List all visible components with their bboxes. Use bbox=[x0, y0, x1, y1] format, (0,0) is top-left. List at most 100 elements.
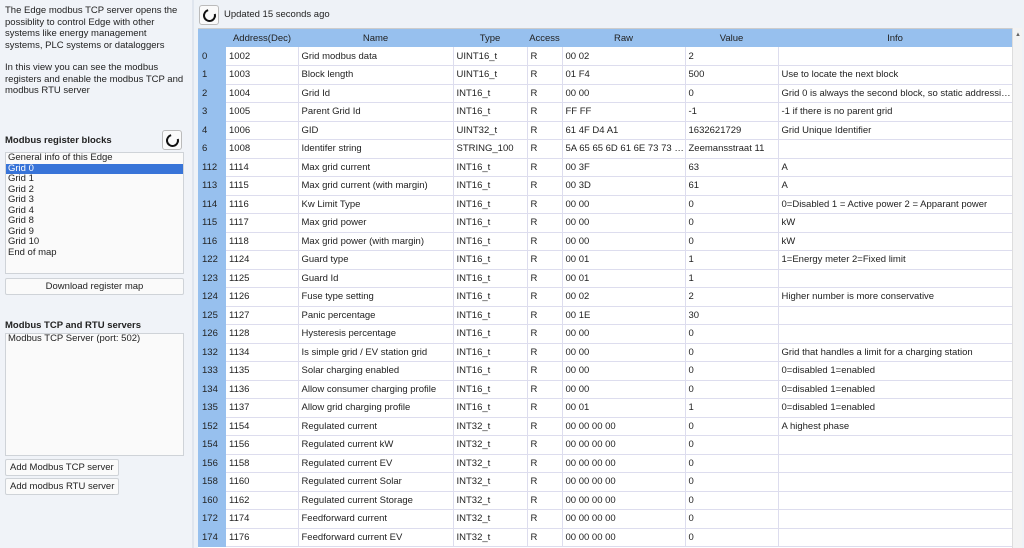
add-tcp-server-button[interactable]: Add Modbus TCP server bbox=[5, 459, 119, 476]
register-block-item[interactable]: Grid 8 bbox=[8, 215, 34, 226]
table-row[interactable]: 123 1125 Guard Id INT16_t R 00 01 1 bbox=[198, 269, 1013, 288]
row-header[interactable]: 113 bbox=[198, 176, 226, 195]
table-row[interactable]: 1 1003 Block length UINT16_t R 01 F4 500 Use to… bbox=[198, 65, 1013, 85]
row-header[interactable]: 135 bbox=[198, 398, 226, 417]
table-row[interactable]: 122 1124 Guard type INT16_t R 00 01 1 1=Energy … bbox=[198, 250, 1013, 270]
table-cell: INT16_t bbox=[453, 343, 528, 362]
row-header[interactable]: 132 bbox=[198, 343, 226, 362]
table-cell: INT32_t bbox=[453, 509, 528, 529]
table-row[interactable]: 2 1004 Grid Id INT16_t R 00 00 0 Grid 0 is alwa… bbox=[198, 84, 1013, 103]
table-cell: Hysteresis percentage bbox=[298, 324, 454, 344]
register-blocks-list[interactable]: General info of this Edge Grid 0 Grid 1 Gri… bbox=[5, 152, 184, 274]
table-row[interactable]: 116 1118 Max grid power (with margin) INT16… bbox=[198, 232, 1013, 251]
table-row[interactable]: 0 1002 Grid modbus data UINT16_t R 00 02 2 bbox=[198, 47, 1013, 66]
row-header[interactable]: 172 bbox=[198, 509, 226, 528]
add-rtu-server-button[interactable]: Add modbus RTU server bbox=[5, 478, 120, 495]
table-row[interactable]: 135 1137 Allow grid charging profile INT16_… bbox=[198, 398, 1013, 418]
refresh-blocks-button[interactable] bbox=[162, 130, 182, 150]
table-cell bbox=[778, 454, 1013, 473]
column-header-info[interactable]: Info bbox=[778, 29, 1012, 47]
table-row[interactable]: 160 1162 Regulated current Storage INT32_t R… bbox=[198, 491, 1013, 510]
table-row[interactable]: 134 1136 Allow consumer charging profile IN… bbox=[198, 380, 1013, 399]
table-cell: R bbox=[527, 472, 563, 492]
table-row[interactable]: 154 1156 Regulated current kW INT32_t R 00 00… bbox=[198, 435, 1013, 455]
table-cell: R bbox=[527, 306, 563, 325]
register-block-item[interactable]: Grid 10 bbox=[8, 236, 40, 247]
row-header[interactable]: 112 bbox=[198, 158, 226, 177]
table-cell: 61 bbox=[685, 176, 779, 196]
table-cell: INT16_t bbox=[453, 195, 528, 214]
row-header[interactable]: 124 bbox=[198, 287, 226, 306]
register-block-item[interactable]: General info of this Edge bbox=[8, 152, 113, 163]
download-register-map-button[interactable]: Download register map bbox=[5, 278, 184, 295]
table-row[interactable]: 3 1005 Parent Grid Id INT16_t R FF FF -1 -1 if… bbox=[198, 102, 1013, 122]
table-cell: INT32_t bbox=[453, 491, 528, 510]
table-cell bbox=[778, 472, 1013, 492]
table-row[interactable]: 158 1160 Regulated current Solar INT32_t R 00… bbox=[198, 472, 1013, 492]
table-row[interactable]: 174 1176 Feedforward current EV INT32_t R 00 … bbox=[198, 528, 1013, 547]
register-block-item[interactable]: Grid 1 bbox=[8, 173, 34, 184]
table-row[interactable]: 114 1116 Kw Limit Type INT16_t R 00 00 0 0=Disa… bbox=[198, 195, 1013, 214]
row-header[interactable]: 122 bbox=[198, 250, 226, 269]
row-header[interactable]: 154 bbox=[198, 435, 226, 454]
table-cell: 00 00 bbox=[562, 324, 686, 344]
register-block-item[interactable]: Grid 9 bbox=[8, 225, 34, 237]
column-header-type[interactable]: Type bbox=[453, 29, 527, 47]
row-header[interactable]: 174 bbox=[198, 528, 226, 547]
table-row[interactable]: 125 1127 Panic percentage INT16_t R 00 1E 30 bbox=[198, 306, 1013, 325]
row-header[interactable]: 125 bbox=[198, 306, 226, 325]
row-header[interactable]: 116 bbox=[198, 232, 226, 251]
table-row[interactable]: 112 1114 Max grid current INT16_t R 00 3F 63 A bbox=[198, 158, 1013, 177]
table-cell: 00 00 bbox=[562, 84, 686, 103]
row-header[interactable]: 114 bbox=[198, 195, 226, 214]
table-row[interactable]: 126 1128 Hysteresis percentage INT16_t R 00 0… bbox=[198, 324, 1013, 344]
row-header[interactable]: 2 bbox=[198, 84, 226, 103]
column-header-raw[interactable]: Raw bbox=[562, 29, 685, 47]
row-header[interactable]: 4 bbox=[198, 121, 226, 140]
register-block-item[interactable]: Grid 0 bbox=[6, 163, 183, 174]
register-block-item[interactable]: End of map bbox=[8, 246, 57, 258]
servers-list[interactable]: Modbus TCP Server (port: 502) bbox=[5, 333, 184, 456]
row-header[interactable]: 160 bbox=[198, 491, 226, 510]
row-header[interactable]: 115 bbox=[198, 213, 226, 232]
column-header-value[interactable]: Value bbox=[685, 29, 778, 47]
refresh-table-button[interactable] bbox=[199, 5, 219, 25]
table-cell: INT16_t bbox=[453, 324, 528, 344]
table-cell: 00 00 00 00 bbox=[562, 435, 686, 455]
row-header[interactable]: 134 bbox=[198, 380, 226, 399]
row-header[interactable]: 158 bbox=[198, 472, 226, 491]
table-row[interactable]: 133 1135 Solar charging enabled INT16_t R 00 … bbox=[198, 361, 1013, 381]
table-cell: 00 00 00 00 bbox=[562, 472, 686, 492]
column-header-name[interactable]: Name bbox=[298, 29, 453, 47]
row-header[interactable]: 156 bbox=[198, 454, 226, 473]
row-header[interactable]: 133 bbox=[198, 361, 226, 380]
table-row[interactable]: 115 1117 Max grid power INT16_t R 00 00 0 kW bbox=[198, 213, 1013, 233]
table-cell: R bbox=[527, 324, 563, 344]
table-cell: 1127 bbox=[226, 306, 299, 325]
column-header-address-dec-[interactable]: Address(Dec) bbox=[226, 29, 298, 47]
row-header[interactable]: 3 bbox=[198, 102, 226, 121]
row-header[interactable]: 6 bbox=[198, 139, 226, 158]
row-header[interactable]: 0 bbox=[198, 47, 226, 66]
table-cell: 63 bbox=[685, 158, 779, 177]
table-row[interactable]: 6 1008 Identifer string STRING_100 R 5A 65 65… bbox=[198, 139, 1013, 159]
register-block-item[interactable]: Grid 2 bbox=[8, 183, 34, 195]
table-row[interactable]: 152 1154 Regulated current INT32_t R 00 00 00… bbox=[198, 417, 1013, 436]
table-row[interactable]: 113 1115 Max grid current (with margin) INT… bbox=[198, 176, 1013, 196]
row-header[interactable]: 1 bbox=[198, 65, 226, 84]
table-row[interactable]: 124 1126 Fuse type setting INT16_t R 00 02 2 Hi… bbox=[198, 287, 1013, 307]
column-header-access[interactable]: Access bbox=[527, 29, 562, 47]
register-block-item[interactable]: Grid 3 bbox=[8, 194, 34, 205]
table-cell: 00 00 00 00 bbox=[562, 528, 686, 547]
table-row[interactable]: 4 1006 GID UINT32_t R 61 4F D4 A1 1632621729 Gr… bbox=[198, 121, 1013, 140]
table-cell bbox=[778, 491, 1013, 510]
server-item[interactable]: Modbus TCP Server (port: 502) bbox=[8, 333, 141, 344]
vertical-scrollbar[interactable]: ▲ bbox=[1012, 28, 1022, 548]
table-row[interactable]: 156 1158 Regulated current EV INT32_t R 00 00… bbox=[198, 454, 1013, 473]
row-header[interactable]: 126 bbox=[198, 324, 226, 343]
table-row[interactable]: 172 1174 Feedforward current INT32_t R 00 00 … bbox=[198, 509, 1013, 529]
table-row[interactable]: 132 1134 Is simple grid / EV station grid I… bbox=[198, 343, 1013, 362]
register-block-item[interactable]: Grid 4 bbox=[8, 204, 34, 216]
row-header[interactable]: 152 bbox=[198, 417, 226, 436]
row-header[interactable]: 123 bbox=[198, 269, 226, 288]
